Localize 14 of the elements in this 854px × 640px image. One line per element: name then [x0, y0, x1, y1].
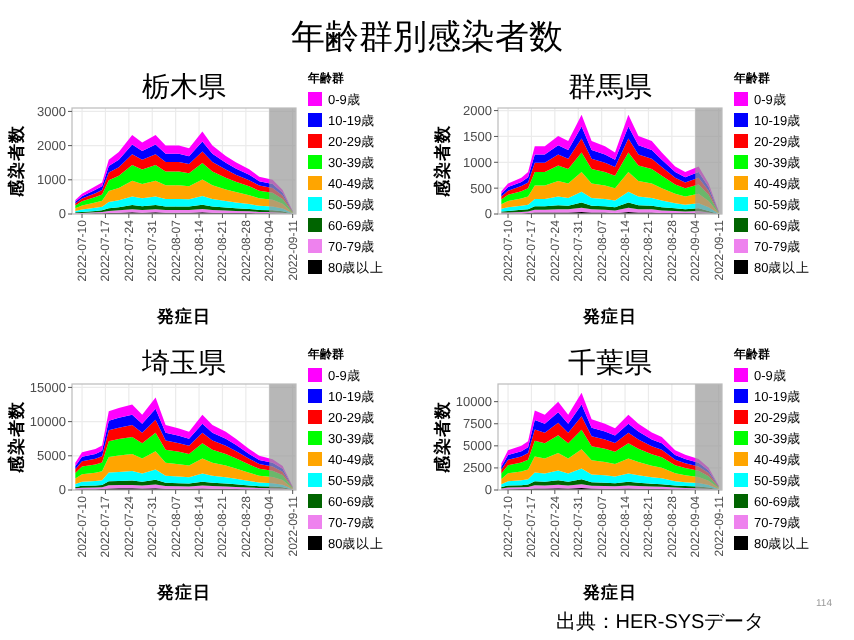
- chart-title: 栃木県: [142, 70, 226, 102]
- x-axis-title: 発症日: [155, 306, 211, 326]
- chart-title: 群馬県: [568, 70, 652, 102]
- x-axis-title: 発症日: [581, 582, 637, 602]
- source-note: 出典：HER-SYSデータ: [555, 610, 765, 634]
- y-axis-title: 感染者数: [432, 123, 452, 199]
- x-axis-title: 発症日: [581, 306, 637, 326]
- text: 年齢群別感染者数: [291, 18, 563, 56]
- x-axis-title: 発症日: [155, 582, 211, 602]
- y-axis-title: 感染者数: [6, 399, 26, 475]
- chart-title: 埼玉県: [140, 346, 226, 378]
- y-axis-title: 感染者数: [6, 123, 26, 199]
- chart-title: 千葉県: [568, 346, 652, 378]
- y-axis-title: 感染者数: [432, 399, 452, 475]
